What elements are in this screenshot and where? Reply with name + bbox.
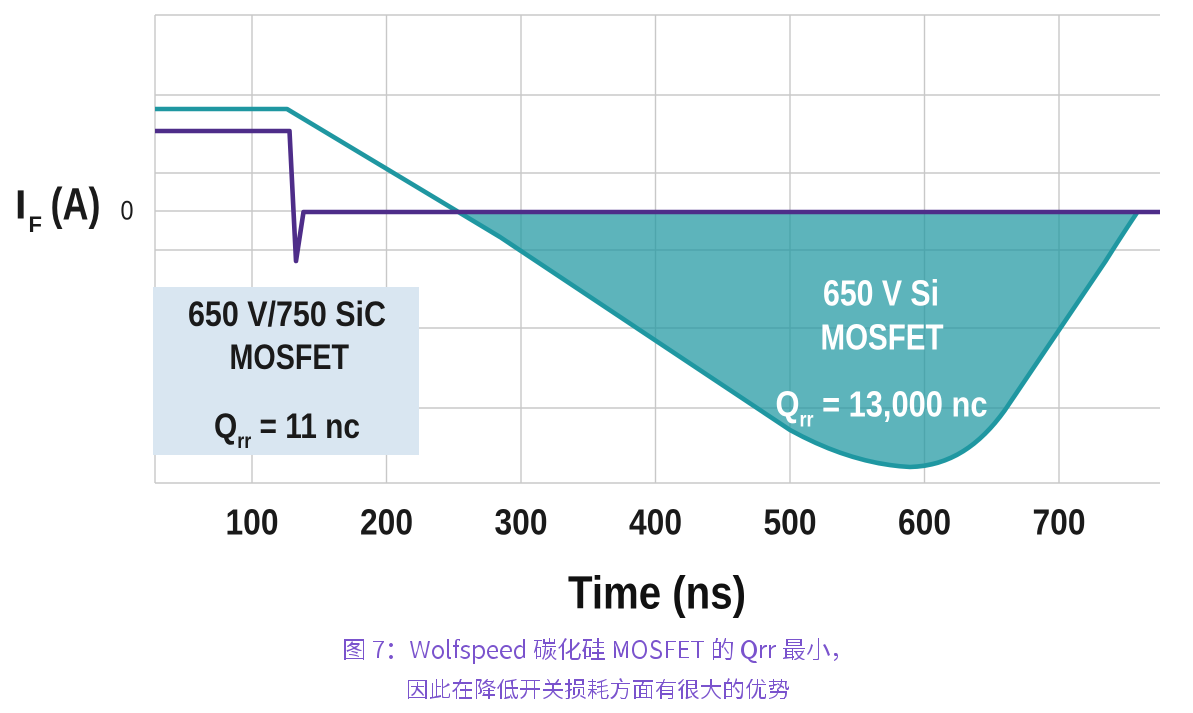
svg-text:MOSFET: MOSFET [821, 317, 944, 358]
svg-text:(A): (A) [51, 179, 101, 230]
svg-text:0: 0 [121, 196, 134, 226]
svg-text:200: 200 [360, 502, 413, 543]
svg-text:400: 400 [629, 502, 682, 543]
svg-text:Qrr = 11 nc: Qrr = 11 nc [214, 407, 360, 453]
svg-text:500: 500 [764, 502, 817, 543]
svg-text:300: 300 [495, 502, 548, 543]
svg-text:I: I [15, 182, 26, 228]
svg-text:650 V/750 SiC: 650 V/750 SiC [188, 295, 386, 334]
svg-text:600: 600 [898, 502, 951, 543]
svg-text:650 V Si: 650 V Si [823, 273, 939, 314]
svg-text:700: 700 [1033, 502, 1086, 543]
svg-text:MOSFET: MOSFET [230, 338, 350, 377]
svg-text:F: F [29, 212, 42, 237]
svg-text:Time (ns): Time (ns) [568, 567, 746, 619]
svg-text:100: 100 [226, 502, 279, 543]
